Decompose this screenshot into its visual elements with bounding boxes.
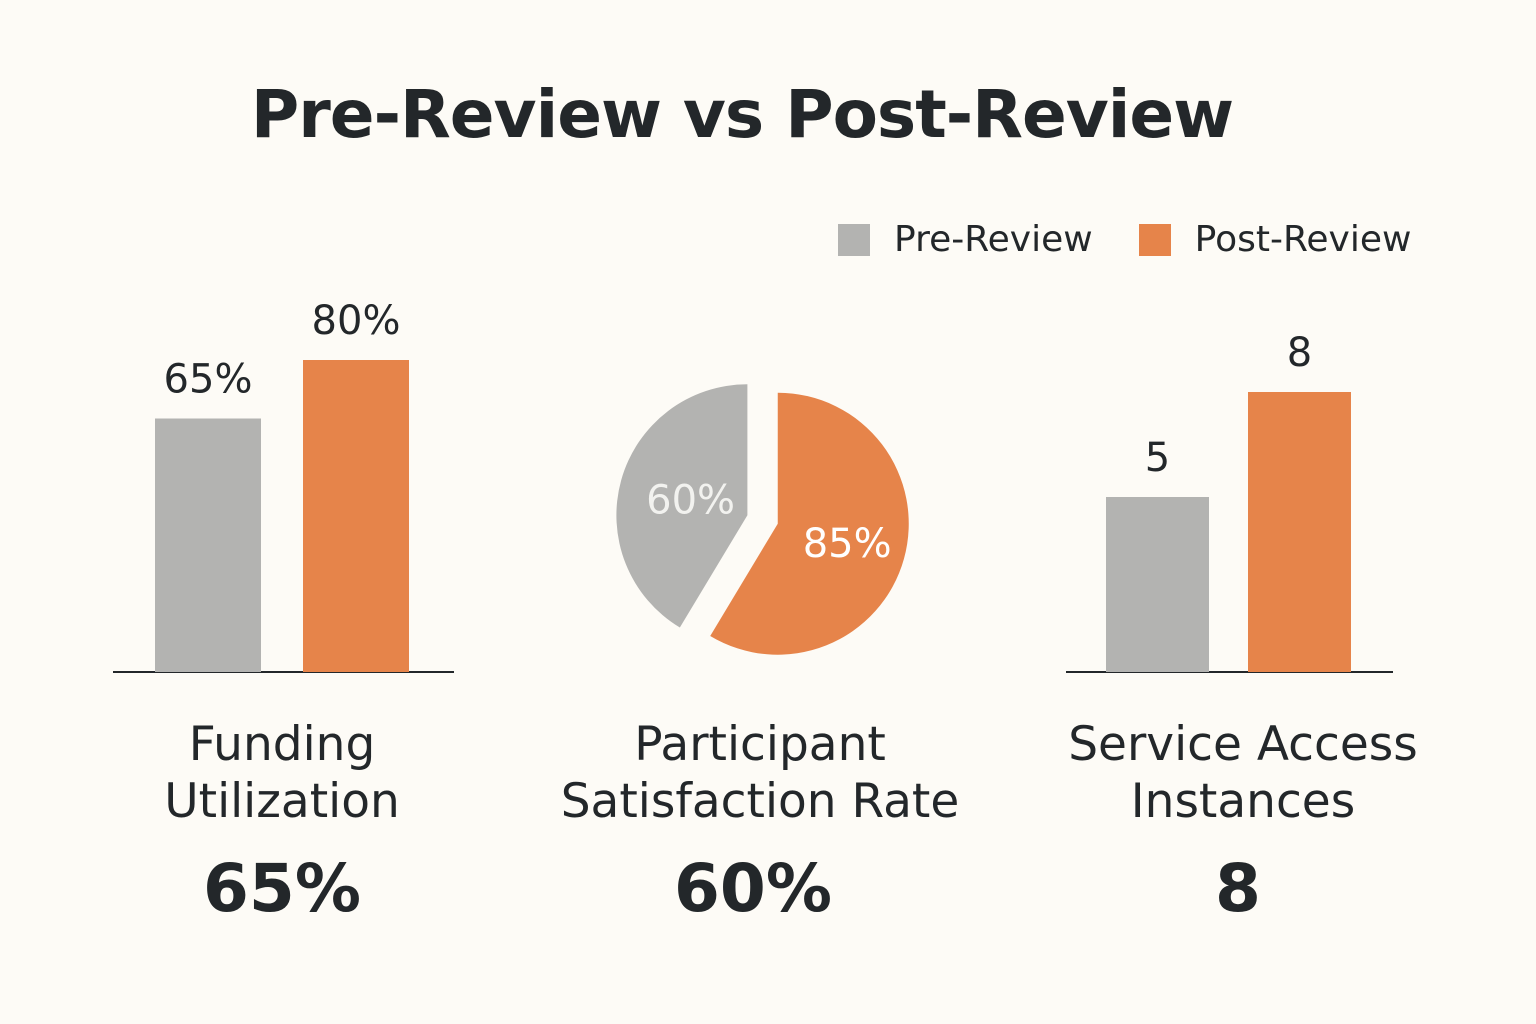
caption-line: Participant: [634, 717, 886, 772]
legend-label-pre-review: Pre-Review: [894, 219, 1093, 260]
satisfaction-rate-headline: 60%: [674, 850, 832, 927]
service-access-value-label: 5: [1145, 435, 1170, 481]
pie-slice-post-review: [710, 392, 909, 655]
funding-utilization-headline: 65%: [203, 850, 361, 927]
legend: Pre-Review Post-Review: [838, 222, 1411, 258]
pie-slice-pre-review: [616, 384, 748, 628]
service-access-caption: Service Access Instances: [1003, 716, 1483, 830]
pie-value-label: 60%: [646, 478, 735, 524]
caption-line: Utilization: [164, 774, 400, 829]
funding-utilization-value-label: 65%: [164, 357, 253, 403]
funding-utilization-value-label: 80%: [312, 298, 401, 344]
service-access-bar-pre-review: [1106, 497, 1209, 672]
caption-line: Service Access: [1068, 717, 1418, 772]
legend-swatch-post-review: [1138, 224, 1171, 256]
caption-line: Satisfaction Rate: [560, 774, 960, 829]
legend-item-post-review: Post-Review: [1138, 219, 1412, 260]
caption-line: Instances: [1130, 774, 1356, 829]
legend-item-pre-review: Pre-Review: [838, 222, 1093, 258]
service-access-headline: 8: [1215, 850, 1261, 927]
funding-utilization-caption: Funding Utilization: [42, 716, 522, 830]
caption-line: Funding: [188, 717, 376, 772]
service-access-bar-post-review: [1248, 392, 1351, 672]
satisfaction-rate-caption: Participant Satisfaction Rate: [520, 716, 1000, 830]
legend-label-post-review: Post-Review: [1194, 219, 1412, 260]
legend-swatch-pre-review: [838, 224, 870, 256]
funding-utilization-bar-pre-review: [155, 418, 261, 672]
service-access-value-label: 8: [1287, 330, 1312, 376]
chart-title: Pre-Review vs Post-Review: [250, 76, 1234, 153]
funding-utilization-bar-post-review: [303, 360, 409, 672]
pie-value-label: 85%: [803, 521, 892, 567]
